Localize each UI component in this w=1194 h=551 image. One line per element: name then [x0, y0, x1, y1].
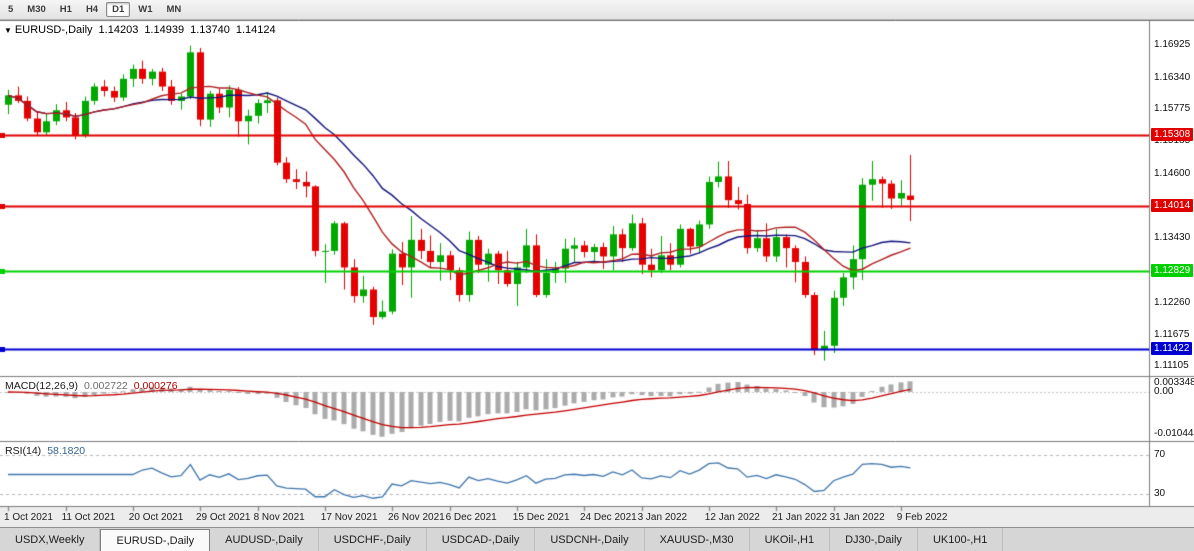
- price-axis-label: 1.13430: [1154, 232, 1191, 244]
- chart-tab-usdcad-daily[interactable]: USDCAD-,Daily: [427, 528, 536, 551]
- date-axis-label: 20 Oct 2021: [128, 512, 184, 523]
- chart-tab-usdcnh-daily[interactable]: USDCNH-,Daily: [535, 528, 645, 551]
- price-axis-label: 1.15185: [1154, 135, 1191, 147]
- date-axis-label: 15 Dec 2021: [512, 512, 570, 523]
- timeframe-button-h1[interactable]: H1: [59, 4, 72, 15]
- timeframe-toolbar: 5 M30 H1 H4 D1 W1 MN: [0, 0, 1194, 20]
- ohlc-close: 1.14124: [235, 24, 276, 36]
- rsi-value: 58.1820: [47, 445, 86, 457]
- chart-tab-uk100-h1[interactable]: UK100-,H1: [918, 528, 1004, 551]
- date-axis-label: 17 Nov 2021: [320, 512, 378, 523]
- price-axis-label: 1.16925: [1154, 39, 1191, 51]
- chart-tab-dj30-daily[interactable]: DJ30-,Daily: [830, 528, 918, 551]
- date-axis-label: 6 Dec 2021: [445, 512, 497, 523]
- hline-price-badge: 1.11422: [1151, 341, 1193, 355]
- rsi-indicator-label: RSI(14) 58.1820: [5, 445, 85, 457]
- date-axis-label: 12 Jan 2022: [704, 512, 760, 523]
- timeframe-button-d1[interactable]: D1: [106, 2, 131, 17]
- ohlc-low: 1.13740: [190, 24, 230, 36]
- date-axis-label: 1 Oct 2021: [4, 512, 53, 523]
- chart-dropdown-icon[interactable]: ▼: [4, 26, 12, 35]
- price-axis-label: 1.15775: [1154, 102, 1191, 114]
- chart-tab-usdx-weekly[interactable]: USDX,Weekly: [0, 528, 101, 551]
- macd-main-value: 0.002722: [83, 380, 128, 392]
- date-axis-label: 3 Jan 2022: [637, 512, 688, 523]
- ohlc-high: 1.14939: [144, 24, 185, 36]
- macd-axis-min-label: -0.010444: [1154, 428, 1194, 439]
- timeframe-button-m30[interactable]: M30: [27, 4, 46, 15]
- timeframe-button-h4[interactable]: H4: [85, 4, 99, 15]
- hline-price-badge: 1.14014: [1151, 199, 1194, 212]
- date-axis-label: 11 Oct 2021: [61, 512, 116, 523]
- timeframe-button-5[interactable]: 5: [8, 4, 14, 15]
- macd-signal-value: 0.000276: [133, 380, 178, 392]
- date-axis-label: 8 Nov 2021: [253, 512, 305, 523]
- price-axis-label: 1.11105: [1154, 360, 1189, 372]
- rsi-name: RSI(14): [5, 445, 42, 457]
- rsi-level-label: 70: [1154, 448, 1166, 460]
- date-axis-label: 24 Dec 2021: [580, 512, 637, 523]
- date-axis-label: 31 Jan 2022: [829, 512, 885, 523]
- chart-symbol-label: EURUSD-,Daily: [14, 24, 93, 36]
- macd-indicator-label: MACD(12,26,9) 0.002722 0.000276: [5, 380, 178, 392]
- timeframe-button-w1[interactable]: W1: [138, 4, 153, 15]
- price-axis-label: 1.14600: [1154, 167, 1191, 179]
- price-chart-canvas[interactable]: [0, 20, 1194, 527]
- chart-tab-ukoil-h1[interactable]: UKOil-,H1: [750, 528, 831, 551]
- hline-price-badge: 1.12829: [1151, 264, 1194, 278]
- date-axis-label: 26 Nov 2021: [388, 512, 445, 523]
- price-axis-label: 1.16340: [1154, 71, 1191, 83]
- price-axis-label: 1.12260: [1154, 296, 1191, 308]
- date-axis-label: 9 Feb 2022: [896, 512, 948, 523]
- chart-tab-usdchf-daily[interactable]: USDCHF-,Daily: [319, 528, 427, 551]
- chart-tab-audusd-daily[interactable]: AUDUSD-,Daily: [210, 528, 319, 551]
- rsi-level-label: 30: [1154, 488, 1166, 500]
- ohlc-open: 1.14203: [98, 24, 139, 36]
- macd-axis-max-label: 0.003348: [1154, 377, 1194, 388]
- date-axis-label: 29 Oct 2021: [196, 512, 251, 523]
- date-axis-label: 21 Jan 2022: [772, 512, 828, 523]
- macd-name: MACD(12,26,9): [5, 380, 78, 392]
- chart-ohlc-header: ▼ EURUSD-,Daily 1.14203 1.14939 1.13740 1.141…: [4, 24, 276, 36]
- hline-price-badge: 1.15308: [1151, 127, 1194, 141]
- macd-axis-zero-label: 0.00: [1154, 385, 1174, 397]
- timeframe-button-mn[interactable]: MN: [166, 4, 182, 15]
- chart-tab-xauusd-m30[interactable]: XAUUSD-,M30: [645, 528, 750, 551]
- chart-tab-bar: USDX,Weekly EURUSD-,Daily AUDUSD-,Daily USD…: [0, 527, 1194, 551]
- chart-tab-eurusd-daily[interactable]: EURUSD-,Daily: [100, 529, 211, 551]
- price-axis-label: 1.11675: [1154, 329, 1190, 340]
- chart-region: ▼ EURUSD-,Daily 1.14203 1.14939 1.13740 1.141…: [0, 20, 1194, 527]
